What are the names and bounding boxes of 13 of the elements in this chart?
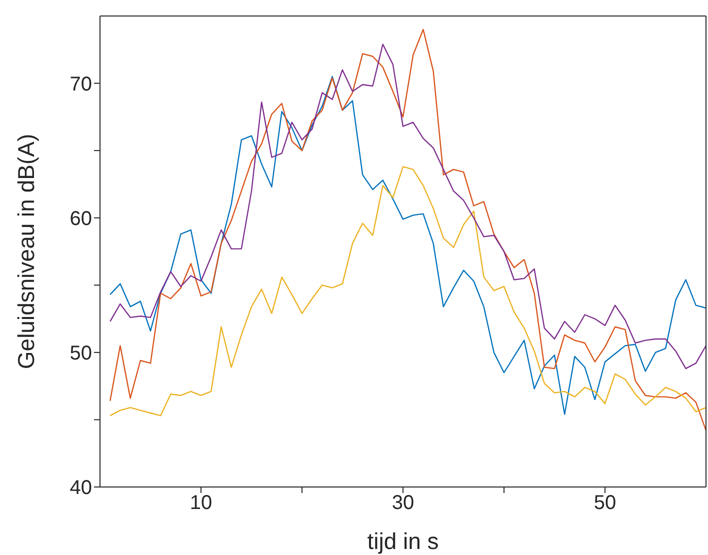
line-series [110, 166, 706, 416]
x-tick-label: 30 [392, 492, 414, 514]
y-tick-label: 70 [70, 73, 92, 96]
line-series [110, 28, 706, 432]
x-tick-label: 10 [190, 492, 212, 514]
line-series [110, 44, 706, 370]
x-tick-label: 50 [594, 492, 616, 514]
y-axis-title: Geluidsniveau in dB(A) [13, 134, 40, 370]
y-tick-label: 50 [70, 342, 92, 365]
line-series [110, 76, 706, 415]
y-tick-label: 40 [70, 477, 92, 500]
y-tick-label: 60 [70, 208, 92, 230]
x-axis-title: tijd in s [367, 528, 439, 554]
